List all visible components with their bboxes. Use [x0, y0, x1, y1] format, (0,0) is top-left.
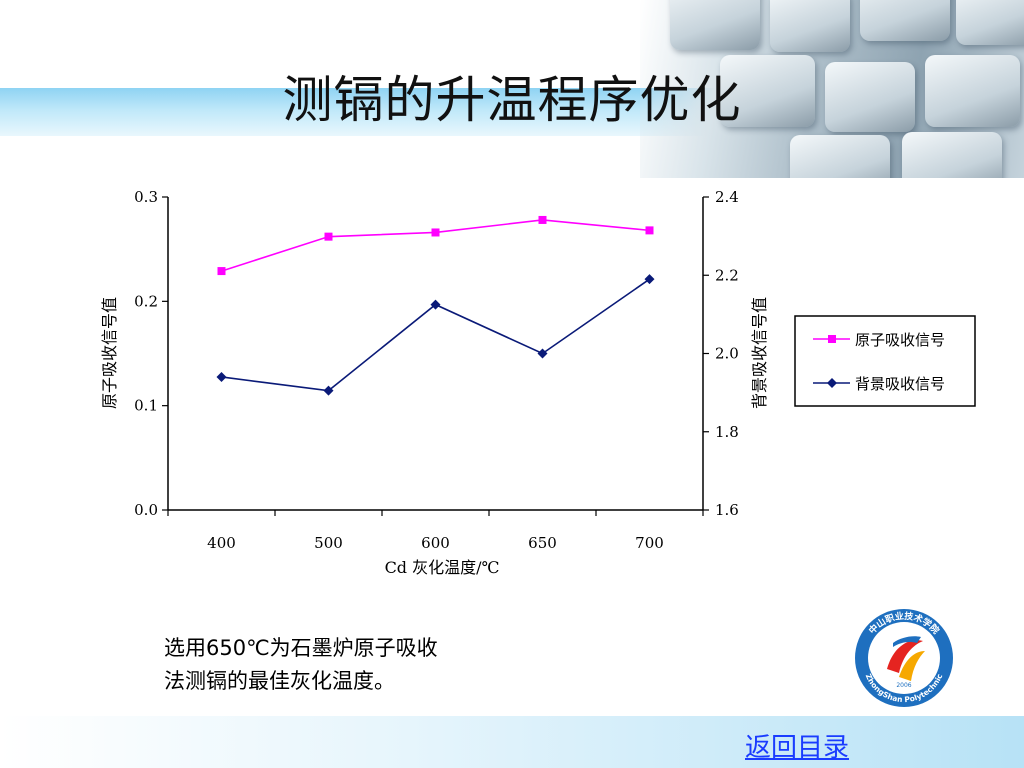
back-to-contents-link[interactable]: 返回目录 [745, 733, 850, 763]
y-right-tick-label: 2.2 [715, 266, 739, 284]
data-point-background [323, 385, 334, 396]
y-axis-left-label: 原子吸收信号值 [100, 297, 119, 409]
y-left-tick-label: 0.1 [134, 397, 158, 415]
y-right-tick-label: 1.6 [715, 501, 739, 519]
x-tick-label: 650 [528, 534, 557, 552]
y-left-tick-label: 0.3 [134, 188, 158, 206]
data-point-atomic [431, 228, 440, 237]
data-point-atomic [217, 267, 226, 276]
y-right-tick-label: 2.0 [715, 345, 739, 363]
data-point-background [216, 371, 227, 382]
y-left-tick-label: 0.2 [134, 292, 158, 310]
footer-band [0, 716, 1024, 768]
y-right-tick-label: 1.8 [715, 423, 739, 441]
legend-marker-background [827, 378, 837, 388]
logo-blue-swoosh [893, 636, 921, 647]
legend-label-atomic: 原子吸收信号 [855, 331, 945, 349]
chart: 0.0 0.1 0.2 0.3 1.6 1.8 2.0 2.2 2.4 400 500 600 650 7… [100, 188, 976, 577]
y-axis-right-label: 背景吸收信号值 [750, 297, 769, 409]
conclusion-line-2: 法测镉的最佳灰化温度。 [164, 669, 395, 693]
data-point-background [644, 274, 655, 285]
logo-orange-swoosh [899, 651, 925, 681]
series-line-background [221, 278, 650, 392]
logo-year: 2006 [896, 682, 911, 689]
chart-legend: 原子吸收信号 背景吸收信号 [794, 315, 976, 407]
chart-axes: 0.0 0.1 0.2 0.3 1.6 1.8 2.0 2.2 2.4 400 500 600 650 7… [134, 188, 739, 552]
x-tick-label: 400 [207, 534, 236, 552]
conclusion-text: 选用650℃为石墨炉原子吸收 法测镉的最佳灰化温度。 [164, 632, 544, 698]
y-left-tick-label: 0.0 [134, 501, 158, 519]
y-right-tick-label: 2.4 [715, 188, 739, 206]
series-line-atomic [221, 219, 650, 272]
chart-marks [216, 215, 655, 396]
x-tick-label: 500 [314, 534, 343, 552]
logo-red-swoosh [887, 640, 923, 673]
legend-marker-atomic [828, 335, 836, 343]
legend-box [794, 315, 976, 407]
data-point-background [430, 299, 441, 310]
keyboard-photo [640, 0, 1024, 178]
college-logo: 2006 中山职业技术学院 ZhongShan Polytechnic [855, 609, 953, 707]
x-axis-label: Cd 灰化温度/℃ [385, 558, 500, 577]
data-point-atomic [538, 215, 547, 224]
data-point-atomic [645, 226, 654, 235]
x-tick-label: 600 [421, 534, 450, 552]
legend-label-background: 背景吸收信号 [855, 375, 945, 393]
page-title: 测镉的升温程序优化 [282, 71, 742, 129]
data-point-atomic [324, 232, 333, 241]
x-tick-label: 700 [635, 534, 664, 552]
conclusion-line-1: 选用650℃为石墨炉原子吸收 [164, 636, 438, 660]
data-point-background [537, 348, 548, 359]
